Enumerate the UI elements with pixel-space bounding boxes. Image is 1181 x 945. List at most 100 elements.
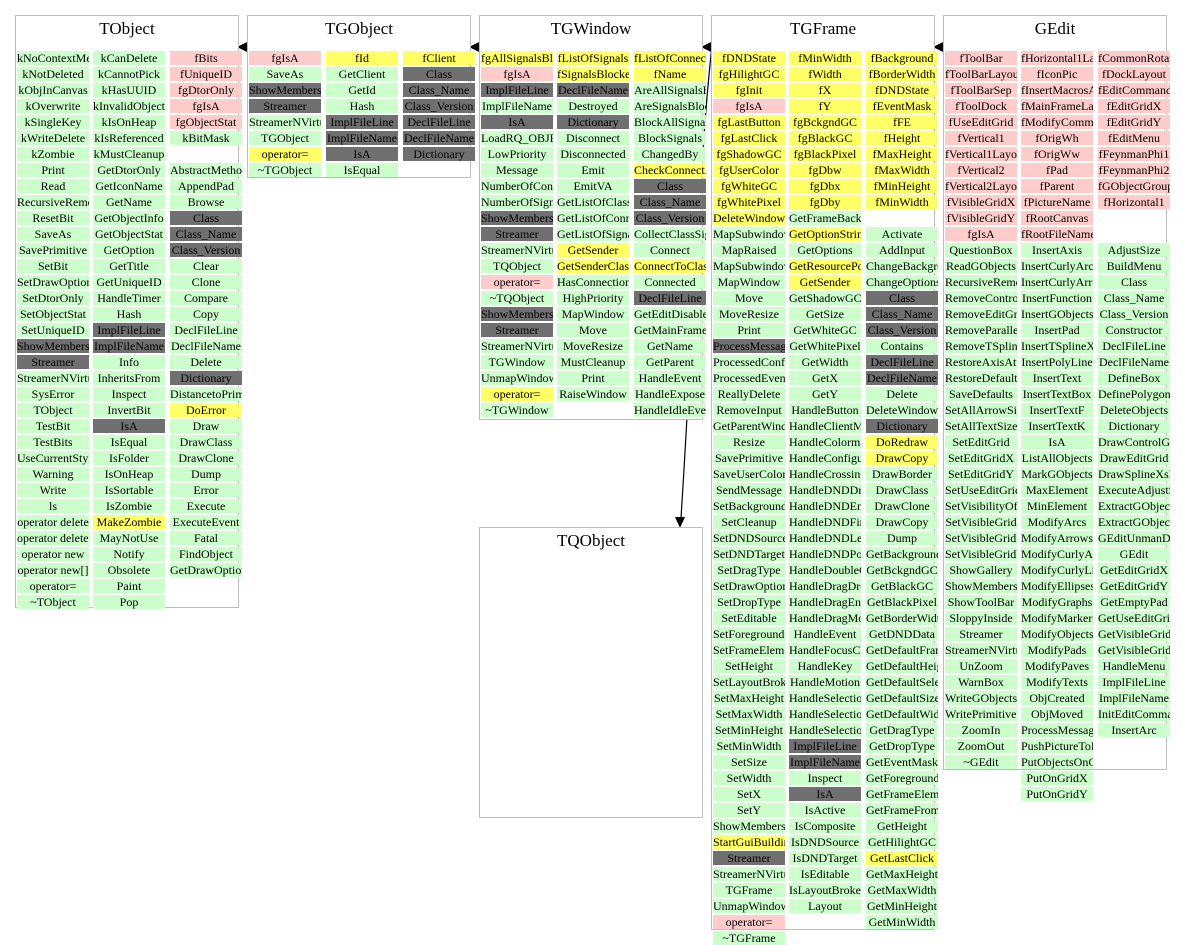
class-member: IsOnHeap xyxy=(93,467,165,481)
class-member: MoveResize xyxy=(557,339,629,353)
class-member: DeclFileLine xyxy=(866,355,938,369)
class-member: fBackground xyxy=(866,51,938,65)
class-member: SetEditGrid xyxy=(945,435,1017,449)
class-member: GetParentWindow xyxy=(713,419,785,433)
class-member: ModifyPaves xyxy=(1021,659,1093,673)
class-member: fgInit xyxy=(713,83,785,97)
class-member: fgBlackGC xyxy=(789,131,861,145)
class-member: ShowMembers xyxy=(481,211,553,225)
class-member: InsertTextF xyxy=(1021,403,1093,417)
class-member: fOrigWh xyxy=(1021,131,1093,145)
class-member: InsertPolyLine xyxy=(1021,355,1093,369)
class-member: HandleClientMessage xyxy=(789,419,861,433)
class-member: TGWindow xyxy=(481,355,553,369)
class-member: UnZoom xyxy=(945,659,1017,673)
class-member: kBitMask xyxy=(170,131,242,145)
class-member: IsA xyxy=(481,115,553,129)
class-member: SetVisibleGrid xyxy=(945,515,1017,529)
class-member: GetDefaultSize xyxy=(866,691,938,705)
class-member: Class xyxy=(403,67,475,81)
class-member: RemoveEditGrid xyxy=(945,307,1017,321)
class-member: SetVisibleGridY xyxy=(945,547,1017,561)
class-member: ModifyEllipses xyxy=(1021,579,1093,593)
class-member: Class_Name xyxy=(866,307,938,321)
class-member: kNotDeleted xyxy=(17,67,89,81)
class-member: GetEditGridX xyxy=(1098,563,1170,577)
class-member: Class_Version xyxy=(866,323,938,337)
class-member: CollectClassSignalLists xyxy=(634,227,706,241)
class-box-gedit: GEdit fToolBar fToolBarLayout fToolBarSep fT… xyxy=(943,15,1170,801)
class-member: GetObjectStat xyxy=(93,227,165,241)
class-member: ImplFileName xyxy=(93,339,165,353)
class-member: LoadRQ_OBJECT xyxy=(481,131,553,145)
class-member: AddInput xyxy=(866,243,938,257)
class-member: Class_Version xyxy=(403,99,475,113)
class-member: Activate xyxy=(866,227,938,241)
class-member: Write xyxy=(17,483,89,497)
class-member: ExecuteEvent xyxy=(170,515,242,529)
class-member: ImplFileLine xyxy=(326,115,398,129)
class-member: Delete xyxy=(866,387,938,401)
class-member: ImplFileName xyxy=(1098,691,1170,705)
class-member: RemoveControlGraph xyxy=(945,291,1017,305)
class-member: operator= xyxy=(17,579,89,593)
class-member: SetBackgroundColor xyxy=(713,499,785,513)
class-member: InsertTSplineX xyxy=(1021,339,1093,353)
class-member: Notify xyxy=(93,547,165,561)
class-member: fEditMenu xyxy=(1098,131,1170,145)
class-member: Message xyxy=(481,163,553,177)
class-member: GetDropType xyxy=(866,739,938,753)
class-member: GetIconName xyxy=(93,179,165,193)
class-member: RestoreAxisAttr xyxy=(945,355,1017,369)
class-member: ExecuteAdjustSize xyxy=(1098,483,1170,497)
class-member: WriteGObjects xyxy=(945,691,1017,705)
class-member: IsComposite xyxy=(789,819,861,833)
class-member: QuestionBox xyxy=(945,243,1017,257)
class-member: HandleConfigureNotify xyxy=(789,451,861,465)
class-member: fParent xyxy=(1021,179,1093,193)
class-member: Class_Version xyxy=(1098,307,1170,321)
class-member: RecursiveRemove xyxy=(945,275,1017,289)
class-member: ModifyGraphs xyxy=(1021,595,1093,609)
class-member: InheritsFrom xyxy=(93,371,165,385)
class-member: UnmapWindow xyxy=(713,899,785,913)
class-member: ReallyDelete xyxy=(713,387,785,401)
class-member: fgWhitePixel xyxy=(713,195,785,209)
class-member: DistancetoPrimitive xyxy=(170,387,242,401)
class-member: InsertCurlyArrow xyxy=(1021,275,1093,289)
class-member: fToolBarLayout xyxy=(945,67,1017,81)
class-member: StreamerNVirtual xyxy=(713,867,785,881)
class-member: fMinHeight xyxy=(866,179,938,193)
class-member: GEdit xyxy=(1098,547,1170,561)
class-member: GetForeground xyxy=(866,771,938,785)
class-member: fOrigWw xyxy=(1021,147,1093,161)
class-member: HandleMenu xyxy=(1098,659,1170,673)
class-member: IsZombie xyxy=(93,499,165,513)
class-member: TQObject xyxy=(481,259,553,273)
class-member: WritePrimitives xyxy=(945,707,1017,721)
class-member: IsEditable xyxy=(789,867,861,881)
class-member: GetDefaultFrameBackground xyxy=(866,643,938,657)
class-member: fgDbw xyxy=(789,163,861,177)
class-member: GetMinWidth xyxy=(866,915,938,929)
class-member: ImplFileName xyxy=(326,131,398,145)
class-member: fDockLayout xyxy=(1098,67,1170,81)
class-member: ShowMembers xyxy=(713,819,785,833)
class-member: kNoContextMenu xyxy=(17,51,89,65)
class-member: DeleteWindowCalled xyxy=(713,211,785,225)
class-member: fEditGridX xyxy=(1098,99,1170,113)
class-member: GetSize xyxy=(789,307,861,321)
class-member: HandleKey xyxy=(789,659,861,673)
class-member: Dump xyxy=(170,467,242,481)
class-member: ImplFileLine xyxy=(93,323,165,337)
class-member: ChangeOptions xyxy=(866,275,938,289)
class-member: GetOptions xyxy=(789,243,861,257)
class-member: SendMessage xyxy=(713,483,785,497)
class-title: TObject xyxy=(99,19,155,38)
class-member: operator new[] xyxy=(17,563,89,577)
class-member: Resize xyxy=(713,435,785,449)
class-member: DeclFileName xyxy=(403,131,475,145)
class-member: Connect xyxy=(634,243,706,257)
class-member: Print xyxy=(557,371,629,385)
